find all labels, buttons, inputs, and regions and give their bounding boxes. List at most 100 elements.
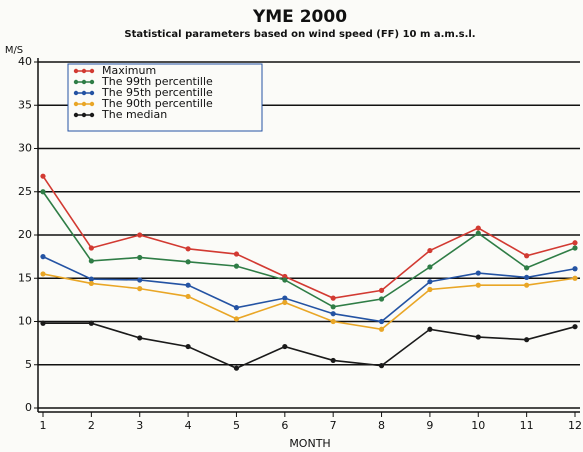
data-point xyxy=(524,282,530,288)
data-point xyxy=(330,295,336,301)
data-point xyxy=(475,334,481,340)
data-point xyxy=(233,365,240,371)
data-point xyxy=(137,232,143,238)
legend-marker xyxy=(89,90,95,96)
x-tick-label: 6 xyxy=(281,419,288,432)
data-point xyxy=(427,286,433,293)
series-line xyxy=(42,191,576,308)
data-point xyxy=(137,335,143,341)
data-point xyxy=(88,276,94,282)
data-point xyxy=(88,280,94,287)
data-point xyxy=(40,271,46,277)
data-point xyxy=(137,286,143,292)
data-point xyxy=(185,293,191,300)
x-tick-label: 7 xyxy=(330,419,337,432)
x-tick-label: 5 xyxy=(233,419,240,432)
legend-marker xyxy=(81,112,87,118)
data-point xyxy=(233,316,240,322)
legend-label: The 99th percentille xyxy=(101,75,213,88)
data-point xyxy=(427,326,433,332)
data-point xyxy=(282,299,288,306)
y-tick-label: 15 xyxy=(18,271,32,284)
data-point xyxy=(185,259,191,265)
legend-marker xyxy=(81,101,87,107)
data-point xyxy=(330,318,336,325)
chart-title: YME 2000 xyxy=(252,7,347,27)
data-point xyxy=(330,357,336,364)
data-point xyxy=(137,254,143,261)
data-point xyxy=(475,282,481,288)
x-tick-label: 3 xyxy=(136,419,143,432)
chart-subtitle: Statistical parameters based on wind spe… xyxy=(124,29,475,40)
x-axis-label: MONTH xyxy=(289,437,330,450)
data-point xyxy=(572,324,578,330)
legend-marker xyxy=(89,68,95,74)
data-point xyxy=(137,277,143,283)
data-point xyxy=(475,270,481,276)
data-point xyxy=(282,277,288,283)
legend-label: The 90th percentille xyxy=(101,97,213,110)
data-point xyxy=(282,343,288,350)
x-tick-label: 4 xyxy=(185,419,192,432)
data-point xyxy=(427,264,433,270)
legend-marker xyxy=(81,79,87,85)
data-point xyxy=(233,263,240,269)
legend-marker xyxy=(81,68,87,74)
y-tick-label: 40 xyxy=(18,55,32,68)
series-line xyxy=(42,175,576,299)
data-point xyxy=(572,275,578,281)
x-tick-label: 11 xyxy=(520,419,534,432)
series-line xyxy=(43,322,576,370)
data-point xyxy=(40,320,46,326)
data-point xyxy=(88,320,94,326)
data-point xyxy=(524,265,530,271)
data-point xyxy=(572,245,578,251)
series-line xyxy=(42,255,576,323)
data-point xyxy=(378,287,385,293)
x-tick-label: 9 xyxy=(426,419,433,432)
data-point xyxy=(233,305,240,311)
data-point xyxy=(475,225,481,231)
y-tick-label: 5 xyxy=(25,358,32,371)
data-point xyxy=(185,343,191,350)
data-point xyxy=(330,311,336,317)
y-tick-label: 0 xyxy=(25,401,32,414)
data-point xyxy=(282,295,288,301)
legend-marker xyxy=(81,90,87,96)
legend-marker xyxy=(89,112,95,118)
legend-marker xyxy=(73,79,79,85)
y-axis-label: M/S xyxy=(5,45,23,56)
data-point xyxy=(572,240,578,246)
data-point xyxy=(524,337,530,343)
x-tick-label: 8 xyxy=(378,419,385,432)
y-tick-label: 30 xyxy=(18,142,32,155)
data-point xyxy=(427,247,433,254)
y-tick-label: 25 xyxy=(18,185,32,198)
data-point xyxy=(88,245,94,251)
data-point xyxy=(378,296,385,302)
x-tick-label: 10 xyxy=(471,419,485,432)
data-point xyxy=(427,279,433,285)
data-point xyxy=(378,363,385,369)
legend-marker xyxy=(73,68,79,74)
data-point xyxy=(88,258,94,264)
y-tick-label: 10 xyxy=(18,315,32,328)
data-point xyxy=(572,266,578,272)
data-point xyxy=(40,189,46,195)
legend-label: The 95th percentille xyxy=(101,86,213,99)
y-tick-label: 35 xyxy=(18,98,32,111)
data-point xyxy=(233,251,240,257)
x-tick-label: 12 xyxy=(568,419,582,432)
legend-marker xyxy=(89,79,95,85)
y-tick-label: 20 xyxy=(18,228,32,241)
legend-marker xyxy=(73,90,79,96)
x-tick-label: 1 xyxy=(40,419,47,432)
legend-box xyxy=(67,63,263,132)
data-point xyxy=(185,282,191,288)
data-point xyxy=(524,253,530,259)
legend-marker xyxy=(73,101,79,107)
data-point xyxy=(330,304,336,310)
data-point xyxy=(524,274,530,280)
